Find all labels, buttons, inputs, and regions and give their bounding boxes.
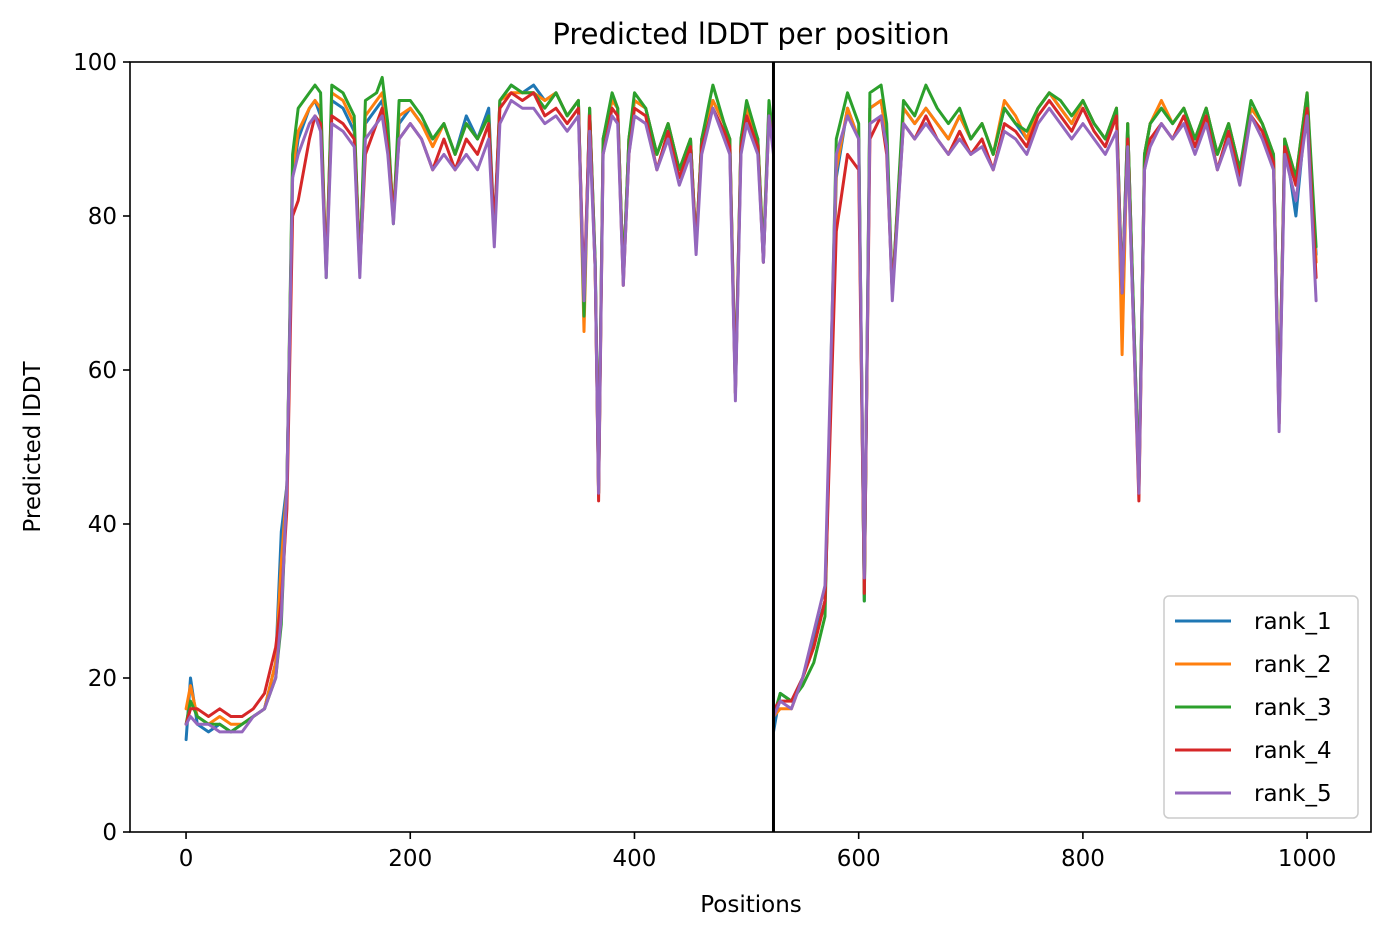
- legend: rank_1 rank_2 rank_3 rank_4 rank_5: [1163, 595, 1359, 819]
- legend-label-rank_3: rank_3: [1254, 695, 1332, 721]
- x-tick-label: 600: [837, 846, 881, 872]
- chart-title: Predicted lDDT per position: [552, 17, 949, 51]
- legend-box: [1163, 595, 1359, 819]
- plot-area: 0 200 400 600 800 1000 0 20 40 60 80 100: [73, 50, 1372, 872]
- x-tick-label: 400: [613, 846, 657, 872]
- series-line-rank_5: [184, 99, 1318, 734]
- legend-label-rank_1: rank_1: [1254, 609, 1332, 635]
- legend-label-rank_4: rank_4: [1254, 738, 1332, 764]
- y-tick-label: 20: [88, 666, 117, 692]
- y-tick-label: 0: [102, 820, 117, 846]
- legend-label-rank_2: rank_2: [1254, 652, 1332, 678]
- y-axis-label: Predicted lDDT: [20, 360, 46, 532]
- y-tick-label: 100: [73, 50, 117, 76]
- axes-frame: [129, 61, 1372, 833]
- x-tick-label: 0: [179, 846, 194, 872]
- x-tick-label: 800: [1061, 846, 1105, 872]
- legend-label-rank_5: rank_5: [1254, 781, 1332, 807]
- y-tick-label: 80: [88, 204, 117, 230]
- x-axis-label: Positions: [700, 892, 802, 918]
- y-tick-label: 40: [88, 512, 117, 538]
- y-tick-label: 60: [88, 358, 117, 384]
- x-tick-label: 200: [388, 846, 432, 872]
- series-lines: [184, 75, 1318, 742]
- x-tick-label: 1000: [1278, 846, 1337, 872]
